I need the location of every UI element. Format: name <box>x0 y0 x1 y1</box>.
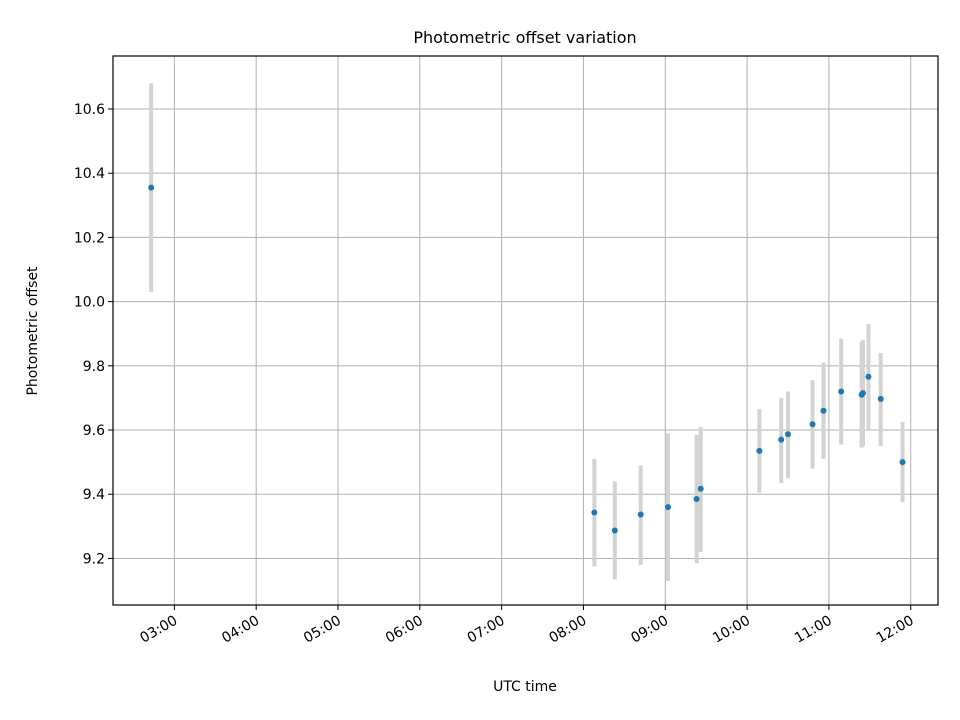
y-tick-label: 10.2 <box>74 230 105 246</box>
data-point <box>591 509 598 516</box>
y-axis-ticks: 9.2 9.4 9.6 9.8 10.0 10.2 10.4 10.6 <box>74 102 113 567</box>
data-point <box>877 395 884 402</box>
y-tick-label: 10.6 <box>74 102 105 118</box>
grid <box>113 56 938 605</box>
data-point <box>611 527 618 534</box>
y-tick-label: 9.6 <box>83 423 105 439</box>
y-tick-label: 10.4 <box>74 166 105 182</box>
plot-frame <box>112 55 939 606</box>
data-point <box>665 504 671 511</box>
x-axis-label: UTC time <box>493 679 557 695</box>
data-point <box>778 436 785 443</box>
data-point <box>838 388 845 395</box>
data-point <box>697 485 704 492</box>
data-point <box>148 184 155 191</box>
y-tick-label: 9.8 <box>83 359 105 375</box>
y-tick-label: 10.0 <box>74 295 105 311</box>
data-point <box>637 511 644 518</box>
data-point <box>899 459 906 466</box>
data-point <box>809 421 816 428</box>
chart-title: Photometric offset variation <box>413 28 636 47</box>
data-points <box>148 184 906 534</box>
data-point <box>693 496 700 503</box>
y-tick-label: 9.2 <box>83 551 105 567</box>
data-point <box>785 431 791 438</box>
y-axis-label: Photometric offset <box>25 266 41 396</box>
data-point <box>820 407 827 414</box>
y-tick-label: 9.4 <box>83 487 105 503</box>
data-point <box>860 390 866 397</box>
data-point <box>865 373 872 380</box>
data-point <box>756 447 763 454</box>
